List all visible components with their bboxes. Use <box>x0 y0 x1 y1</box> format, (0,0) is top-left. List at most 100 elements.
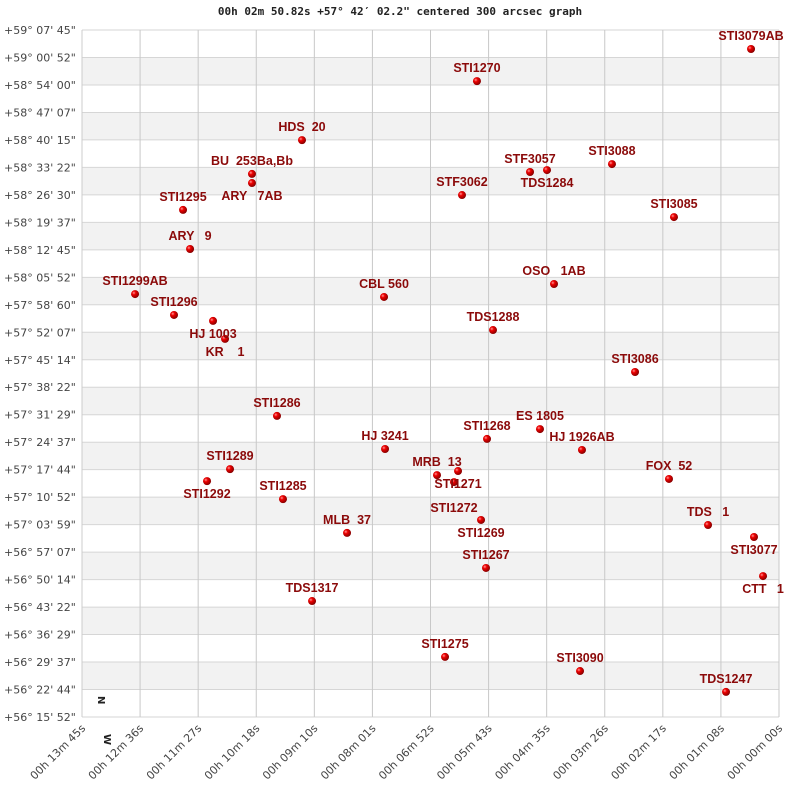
y-tick-label: +57° 31' 29" <box>4 409 76 422</box>
star-point <box>607 160 616 169</box>
star-label: STF3062 <box>436 175 487 189</box>
y-tick-label: +57° 10' 52" <box>4 491 76 504</box>
x-tick-label: 00h 05m 43s <box>434 722 495 783</box>
star-label: STI1285 <box>259 479 306 493</box>
star-point <box>669 213 678 222</box>
y-tick-label: +56° 15' 52" <box>4 711 76 724</box>
star-label: TDS1317 <box>286 581 339 595</box>
x-tick-label: 00h 06m 52s <box>376 722 437 783</box>
star-point <box>747 44 756 53</box>
star-label: HJ 1926AB <box>549 430 614 444</box>
star-point <box>749 533 758 542</box>
star-point <box>535 425 544 434</box>
star-point <box>458 191 467 200</box>
star-label: STI3077 <box>730 543 777 557</box>
x-tick-label: 00h 09m 10s <box>260 722 321 783</box>
star-label: STI1286 <box>253 396 300 410</box>
star-label: STI1271 <box>434 477 481 491</box>
star-point <box>665 474 674 483</box>
y-tick-label: +58° 54' 00" <box>4 79 76 92</box>
star-point <box>477 515 486 524</box>
star-label: MRB 13 <box>412 455 461 469</box>
y-tick-label: +56° 22' 44" <box>4 684 76 697</box>
star-label: STI1299AB <box>102 274 167 288</box>
y-tick-label: +59° 07' 45" <box>4 24 76 37</box>
star-point <box>131 290 140 299</box>
y-tick-label: +59° 00' 52" <box>4 51 76 64</box>
star-label: ARY 9 <box>169 229 212 243</box>
star-label: STI3085 <box>650 197 697 211</box>
star-label: STI1270 <box>453 61 500 75</box>
star-point <box>170 310 179 319</box>
star-point <box>704 521 713 530</box>
star-point <box>759 572 768 581</box>
star-label: HDS 20 <box>278 120 325 134</box>
star-label: STI1275 <box>421 637 468 651</box>
star-point <box>441 652 450 661</box>
star-point <box>489 326 498 335</box>
star-label: STI3086 <box>611 352 658 366</box>
star-label: STI1292 <box>183 487 230 501</box>
star-point <box>343 528 352 537</box>
star-label: ES 1805 <box>516 409 564 423</box>
star-label: STF3057 <box>504 152 555 166</box>
y-tick-label: +58° 47' 07" <box>4 106 76 119</box>
star-label: STI1272 <box>430 501 477 515</box>
x-tick-label: 00h 03m 26s <box>550 722 611 783</box>
star-label: KR 1 <box>206 345 245 359</box>
y-tick-label: +57° 45' 14" <box>4 354 76 367</box>
star-point <box>380 292 389 301</box>
star-point <box>550 280 559 289</box>
star-label: STI3090 <box>556 651 603 665</box>
x-tick-label: 00h 11m 27s <box>144 722 205 783</box>
y-tick-label: +58° 33' 22" <box>4 161 76 174</box>
x-tick-label: 00h 08m 01s <box>318 722 379 783</box>
star-point <box>272 411 281 420</box>
star-point <box>179 205 188 214</box>
star-point <box>454 467 463 476</box>
y-tick-label: +56° 57' 07" <box>4 546 76 559</box>
star-label: HJ 1003 <box>189 327 236 341</box>
west-marker: W <box>101 734 112 745</box>
x-tick-label: 00h 02m 17s <box>609 722 670 783</box>
y-tick-label: +58° 26' 30" <box>4 189 76 202</box>
star-label: TDS 1 <box>687 505 729 519</box>
star-label: ARY 7AB <box>221 189 282 203</box>
star-point <box>381 444 390 453</box>
star-point <box>722 687 731 696</box>
star-label: TDS1284 <box>521 176 574 190</box>
y-tick-label: +56° 36' 29" <box>4 629 76 642</box>
x-tick-label: 00h 04m 35s <box>492 722 553 783</box>
x-tick-label: 00h 00m 00s <box>725 722 786 783</box>
star-point <box>543 166 552 175</box>
star-point <box>577 445 586 454</box>
star-point <box>526 168 535 177</box>
y-tick-label: +56° 50' 14" <box>4 574 76 587</box>
star-label: STI1289 <box>206 449 253 463</box>
x-tick-label: 00h 12m 36s <box>86 722 147 783</box>
x-tick-label: 00h 10m 18s <box>202 722 263 783</box>
star-label: STI1269 <box>457 526 504 540</box>
chart-title: 00h 02m 50.82s +57° 42′ 02.2" centered 3… <box>217 5 583 18</box>
star-point <box>308 597 317 606</box>
star-point <box>247 179 256 188</box>
star-point <box>221 334 230 343</box>
y-tick-label: +58° 19' 37" <box>4 216 76 229</box>
star-label: STI1295 <box>159 190 206 204</box>
star-label: CTT 1 <box>742 582 784 596</box>
star-label: HJ 3241 <box>361 429 408 443</box>
y-tick-label: +58° 12' 45" <box>4 244 76 257</box>
star-label: BU 253Ba,Bb <box>211 154 293 168</box>
star-point <box>247 169 256 178</box>
star-label: OSO 1AB <box>522 264 585 278</box>
y-tick-label: +57° 52' 07" <box>4 326 76 339</box>
star-point <box>449 478 458 487</box>
star-point <box>482 563 491 572</box>
star-point <box>631 368 640 377</box>
north-marker: N <box>95 696 106 704</box>
y-tick-label: +56° 29' 37" <box>4 656 76 669</box>
star-label: TDS1288 <box>467 310 520 324</box>
x-tick-label: 00h 01m 08s <box>667 722 728 783</box>
star-point <box>278 495 287 504</box>
